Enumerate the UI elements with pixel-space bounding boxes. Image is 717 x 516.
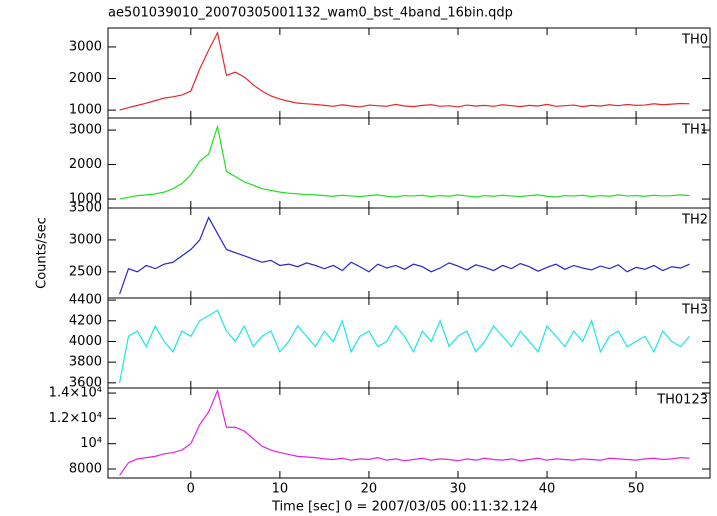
panel-label: TH2 bbox=[681, 213, 708, 228]
y-tick-label: 3800 bbox=[69, 355, 102, 370]
y-tick-label: 1.4×10⁴ bbox=[49, 386, 102, 401]
chart-title: ae501039010_20070305001132_wam0_bst_4ban… bbox=[108, 6, 513, 21]
y-tick-label: 1000 bbox=[69, 103, 102, 118]
x-tick-label: 50 bbox=[628, 482, 645, 497]
y-tick-label: 2000 bbox=[69, 157, 102, 172]
y-tick-label: 2000 bbox=[69, 71, 102, 86]
y-tick-label: 2500 bbox=[69, 264, 102, 279]
light-curve bbox=[118, 309, 690, 383]
panel-frame bbox=[107, 387, 711, 479]
y-tick-label: 3000 bbox=[69, 232, 102, 247]
y-tick-label: 1000 bbox=[69, 192, 102, 207]
y-tick-label: 3600 bbox=[69, 375, 102, 390]
y-tick-label: 10⁴ bbox=[80, 436, 102, 451]
x-tick-label: 10 bbox=[272, 482, 289, 497]
x-tick-label: 20 bbox=[361, 482, 378, 497]
light-curve bbox=[119, 30, 690, 111]
x-axis-label: Time [sec] 0 = 2007/03/05 00:11:32.124 bbox=[271, 500, 538, 515]
panel-label: TH3 bbox=[681, 303, 708, 318]
y-tick-label: 3000 bbox=[69, 39, 102, 54]
y-tick-label: 4000 bbox=[69, 334, 102, 349]
y-tick-label: 3000 bbox=[69, 123, 102, 138]
light-curve bbox=[119, 388, 690, 476]
panel-label: TH1 bbox=[681, 123, 708, 138]
panel-label: TH0123 bbox=[656, 393, 708, 408]
y-tick-label: 4200 bbox=[69, 313, 102, 328]
light-curve bbox=[119, 124, 690, 200]
y-axis-label: Counts/sec bbox=[35, 217, 50, 289]
y-tick-label: 1.2×10⁴ bbox=[49, 411, 102, 426]
x-tick-label: 30 bbox=[450, 482, 467, 497]
panel-frame bbox=[107, 207, 711, 299]
y-tick-label: 4400 bbox=[69, 293, 102, 308]
y-tick-label: 3500 bbox=[69, 201, 102, 216]
panel-label: TH0 bbox=[681, 33, 708, 48]
x-tick-label: 40 bbox=[539, 482, 556, 497]
light-curve bbox=[119, 216, 690, 295]
y-tick-label: 8000 bbox=[69, 462, 102, 477]
x-tick-label: 0 bbox=[187, 482, 195, 497]
